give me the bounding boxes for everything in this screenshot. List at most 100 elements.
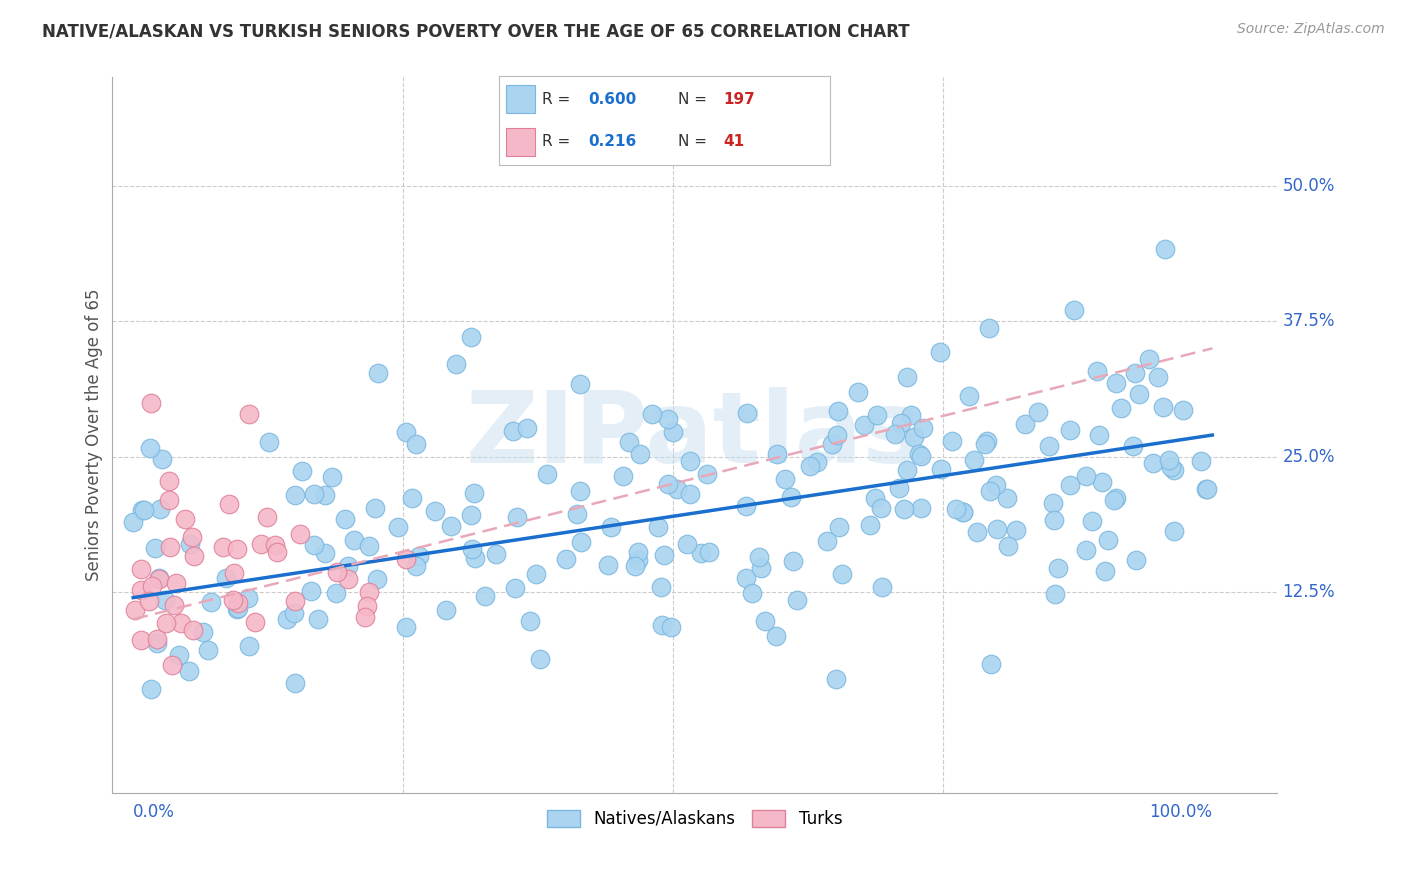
Point [503, 581, 526, 595]
Point [159, 540, 181, 554]
Point [612, 468, 634, 483]
Point [824, 673, 846, 687]
Point [131, 503, 153, 517]
Point [1028, 404, 1050, 418]
Point [302, 487, 325, 501]
Point [122, 515, 145, 529]
Point [1076, 543, 1098, 558]
Point [257, 435, 280, 450]
Point [910, 501, 932, 516]
Point [314, 546, 336, 560]
Point [1123, 366, 1146, 380]
Point [169, 648, 191, 662]
Point [908, 447, 931, 461]
Point [343, 533, 366, 547]
Point [952, 505, 974, 519]
Point [554, 551, 576, 566]
Point [1059, 423, 1081, 437]
Point [831, 567, 853, 582]
Point [945, 502, 967, 516]
Point [336, 559, 359, 574]
Bar [506, 85, 536, 113]
Point [157, 492, 180, 507]
Point [1063, 303, 1085, 318]
Point [1142, 456, 1164, 470]
Text: Source: ZipAtlas.com: Source: ZipAtlas.com [1237, 22, 1385, 37]
Point [1160, 460, 1182, 475]
Point [395, 552, 418, 566]
Point [1163, 463, 1185, 477]
Point [827, 404, 849, 418]
Point [652, 549, 675, 563]
Point [1195, 482, 1218, 496]
Point [735, 406, 758, 420]
Point [569, 483, 592, 498]
Text: 25.0%: 25.0% [1282, 448, 1334, 466]
Point [1128, 386, 1150, 401]
Point [461, 541, 484, 556]
Point [264, 538, 287, 552]
Point [401, 491, 423, 505]
Point [782, 554, 804, 568]
Point [1074, 469, 1097, 483]
Point [977, 320, 1000, 334]
Point [952, 505, 974, 519]
Point [896, 369, 918, 384]
Point [464, 551, 486, 566]
Point [565, 507, 588, 521]
Point [662, 425, 685, 440]
Point [821, 437, 844, 451]
Point [900, 408, 922, 422]
Point [754, 614, 776, 628]
Point [641, 407, 664, 421]
Point [529, 651, 551, 665]
Point [651, 617, 673, 632]
Point [284, 488, 307, 502]
Point [359, 540, 381, 554]
Point [440, 518, 463, 533]
Point [1059, 477, 1081, 491]
Point [356, 599, 378, 613]
Text: 0.216: 0.216 [588, 135, 637, 149]
Point [215, 571, 238, 585]
Point [256, 510, 278, 524]
Point [146, 632, 169, 646]
Point [696, 467, 718, 481]
Point [1043, 513, 1066, 527]
Point [976, 434, 998, 448]
Point [157, 474, 180, 488]
Legend: Natives/Alaskans, Turks: Natives/Alaskans, Turks [540, 803, 849, 834]
Point [995, 491, 1018, 505]
Point [1005, 523, 1028, 537]
Point [250, 537, 273, 551]
Point [980, 657, 1002, 671]
Point [676, 537, 699, 551]
Point [367, 366, 389, 380]
Point [903, 430, 925, 444]
Point [302, 538, 325, 552]
Point [1173, 403, 1195, 417]
Point [1046, 561, 1069, 575]
Point [887, 482, 910, 496]
Point [1109, 401, 1132, 416]
Point [666, 482, 689, 496]
Point [423, 503, 446, 517]
Point [1038, 439, 1060, 453]
Point [1122, 439, 1144, 453]
Point [226, 596, 249, 610]
Point [363, 500, 385, 515]
Point [931, 461, 953, 475]
Point [149, 502, 172, 516]
Point [627, 553, 650, 567]
Point [765, 629, 787, 643]
Point [444, 357, 467, 371]
Text: 12.5%: 12.5% [1282, 583, 1336, 601]
Point [129, 583, 152, 598]
Point [506, 510, 529, 524]
Point [129, 633, 152, 648]
Point [883, 427, 905, 442]
Point [1081, 515, 1104, 529]
Point [979, 484, 1001, 499]
Point [150, 452, 173, 467]
Text: 100.0%: 100.0% [1149, 804, 1212, 822]
